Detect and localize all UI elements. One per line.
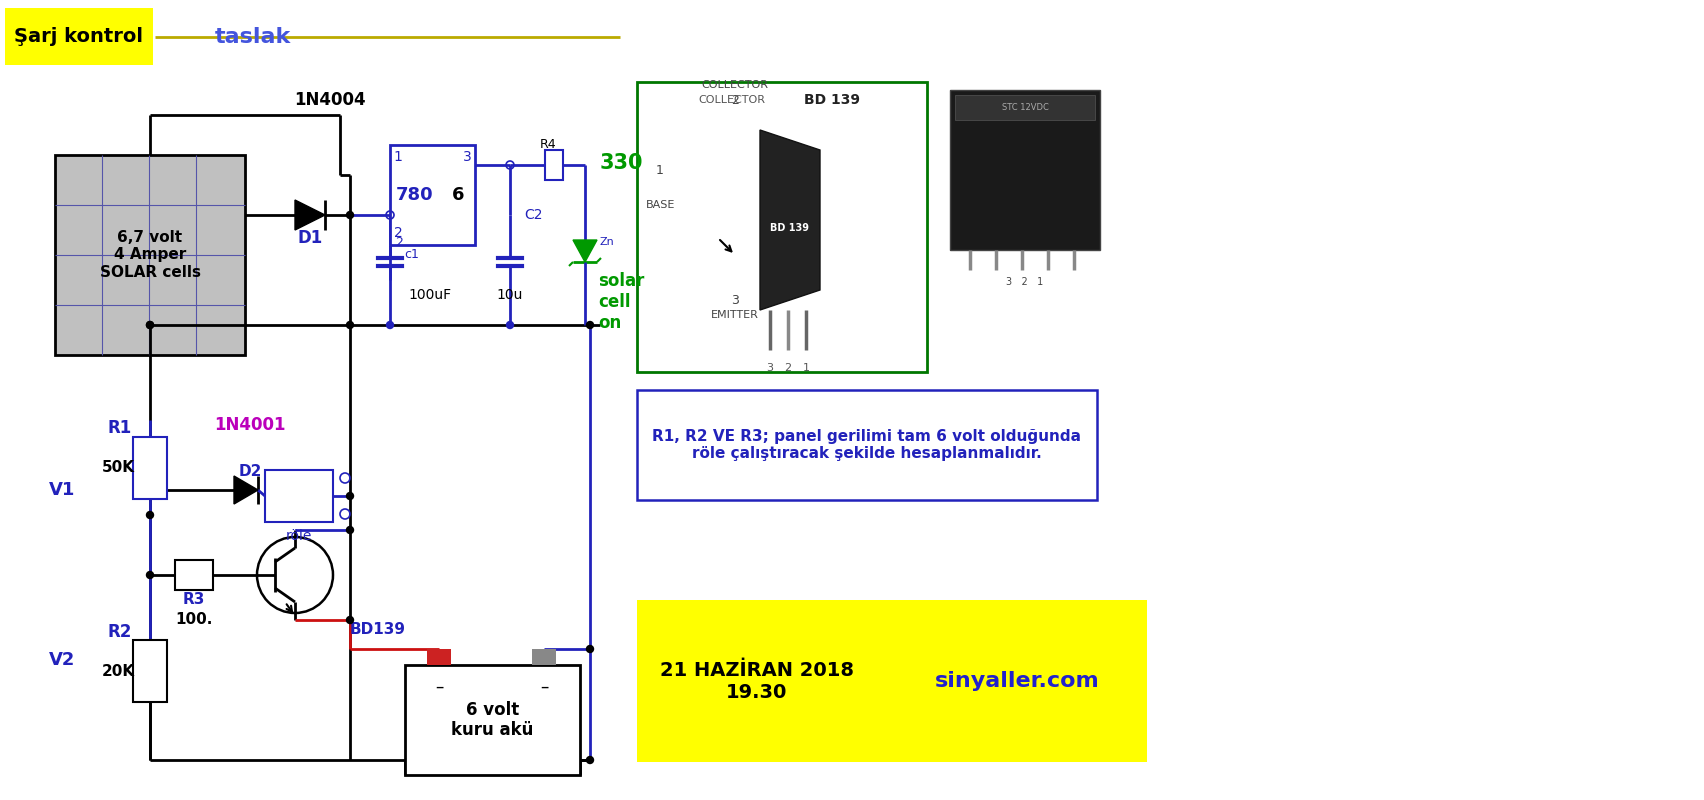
Circle shape [147,511,153,518]
Circle shape [147,322,153,329]
Text: 3: 3 [462,150,472,164]
Text: BD 139: BD 139 [804,93,861,107]
Bar [637,600,1147,762]
Text: 1N4004: 1N4004 [295,91,366,109]
Circle shape [346,617,353,623]
Circle shape [346,211,353,218]
Circle shape [586,646,593,653]
Text: COLLECTOR: COLLECTOR [702,80,769,90]
Bar [954,95,1096,120]
Text: solar
cell
on: solar cell on [598,272,644,332]
Text: 21 HAZİRAN 2018
19.30: 21 HAZİRAN 2018 19.30 [659,661,854,702]
Text: 10u: 10u [498,288,523,302]
Text: 2: 2 [784,363,792,373]
Bar [406,665,579,775]
Text: V2: V2 [49,651,75,669]
Text: STC 12VDC: STC 12VDC [1002,102,1048,111]
Text: –: – [435,678,443,696]
Text: 50K: 50K [102,461,135,475]
Bar [532,649,556,665]
Circle shape [387,322,394,329]
Circle shape [346,493,353,499]
Bar [637,390,1097,500]
Text: C2: C2 [525,208,542,222]
Bar [55,155,245,355]
Circle shape [147,322,153,329]
Circle shape [586,757,593,763]
Text: 100.: 100. [176,613,213,627]
Polygon shape [573,240,596,262]
Text: R3: R3 [182,593,204,607]
Text: 1N4001: 1N4001 [215,416,286,434]
Circle shape [346,526,353,534]
Text: 780: 780 [397,186,435,204]
Text: 1: 1 [656,163,665,177]
Text: 6,7 volt
4 Amper
SOLAR cells: 6,7 volt 4 Amper SOLAR cells [99,230,201,280]
Bar [176,560,213,590]
Text: R2: R2 [107,623,133,641]
Text: COLLECTOR: COLLECTOR [699,95,765,105]
Text: c1: c1 [404,249,419,262]
Text: BD 139: BD 139 [770,223,809,233]
Text: 3   2   1: 3 2 1 [1007,277,1043,287]
Text: BASE: BASE [646,200,675,210]
Text: V1: V1 [49,481,75,499]
Text: sinyaller.com: sinyaller.com [934,671,1099,691]
Text: D2: D2 [239,465,262,479]
Circle shape [346,322,353,329]
Polygon shape [233,476,257,504]
Text: –: – [540,678,549,696]
Bar [133,640,167,702]
Text: 100uF: 100uF [409,288,452,302]
Text: R1, R2 VE R3; panel gerilimi tam 6 volt olduğunda
röle çalıştıracak şekilde hesa: R1, R2 VE R3; panel gerilimi tam 6 volt … [653,429,1082,461]
Text: Şarj kontrol: Şarj kontrol [14,27,143,46]
Bar [637,82,927,372]
Text: 2: 2 [395,237,402,250]
Text: 1: 1 [394,150,402,164]
Bar [390,145,475,245]
Text: 1: 1 [803,363,809,373]
Bar [133,437,167,499]
Text: R4: R4 [540,138,557,151]
Text: R1: R1 [107,419,133,437]
Text: 6: 6 [452,186,463,204]
Polygon shape [760,130,820,310]
Circle shape [506,322,513,329]
Bar [428,649,452,665]
Bar [951,90,1101,250]
Text: BD139: BD139 [349,622,406,638]
Circle shape [586,322,593,329]
Text: 2: 2 [394,226,402,240]
Text: taslak: taslak [215,27,291,47]
Text: 3: 3 [767,363,774,373]
Text: Zn: Zn [600,237,615,247]
Text: EMITTER: EMITTER [711,310,758,320]
Polygon shape [295,200,325,230]
Text: röle: röle [286,529,312,543]
Text: 2: 2 [731,94,740,106]
Text: 330: 330 [600,153,644,173]
Circle shape [147,571,153,578]
Text: 3: 3 [731,294,740,306]
Text: 20K: 20K [102,665,135,679]
Bar [5,8,153,65]
Text: D1: D1 [298,229,322,247]
Bar [545,150,562,180]
Text: 6 volt
kuru akü: 6 volt kuru akü [452,701,533,739]
Bar [266,470,332,522]
